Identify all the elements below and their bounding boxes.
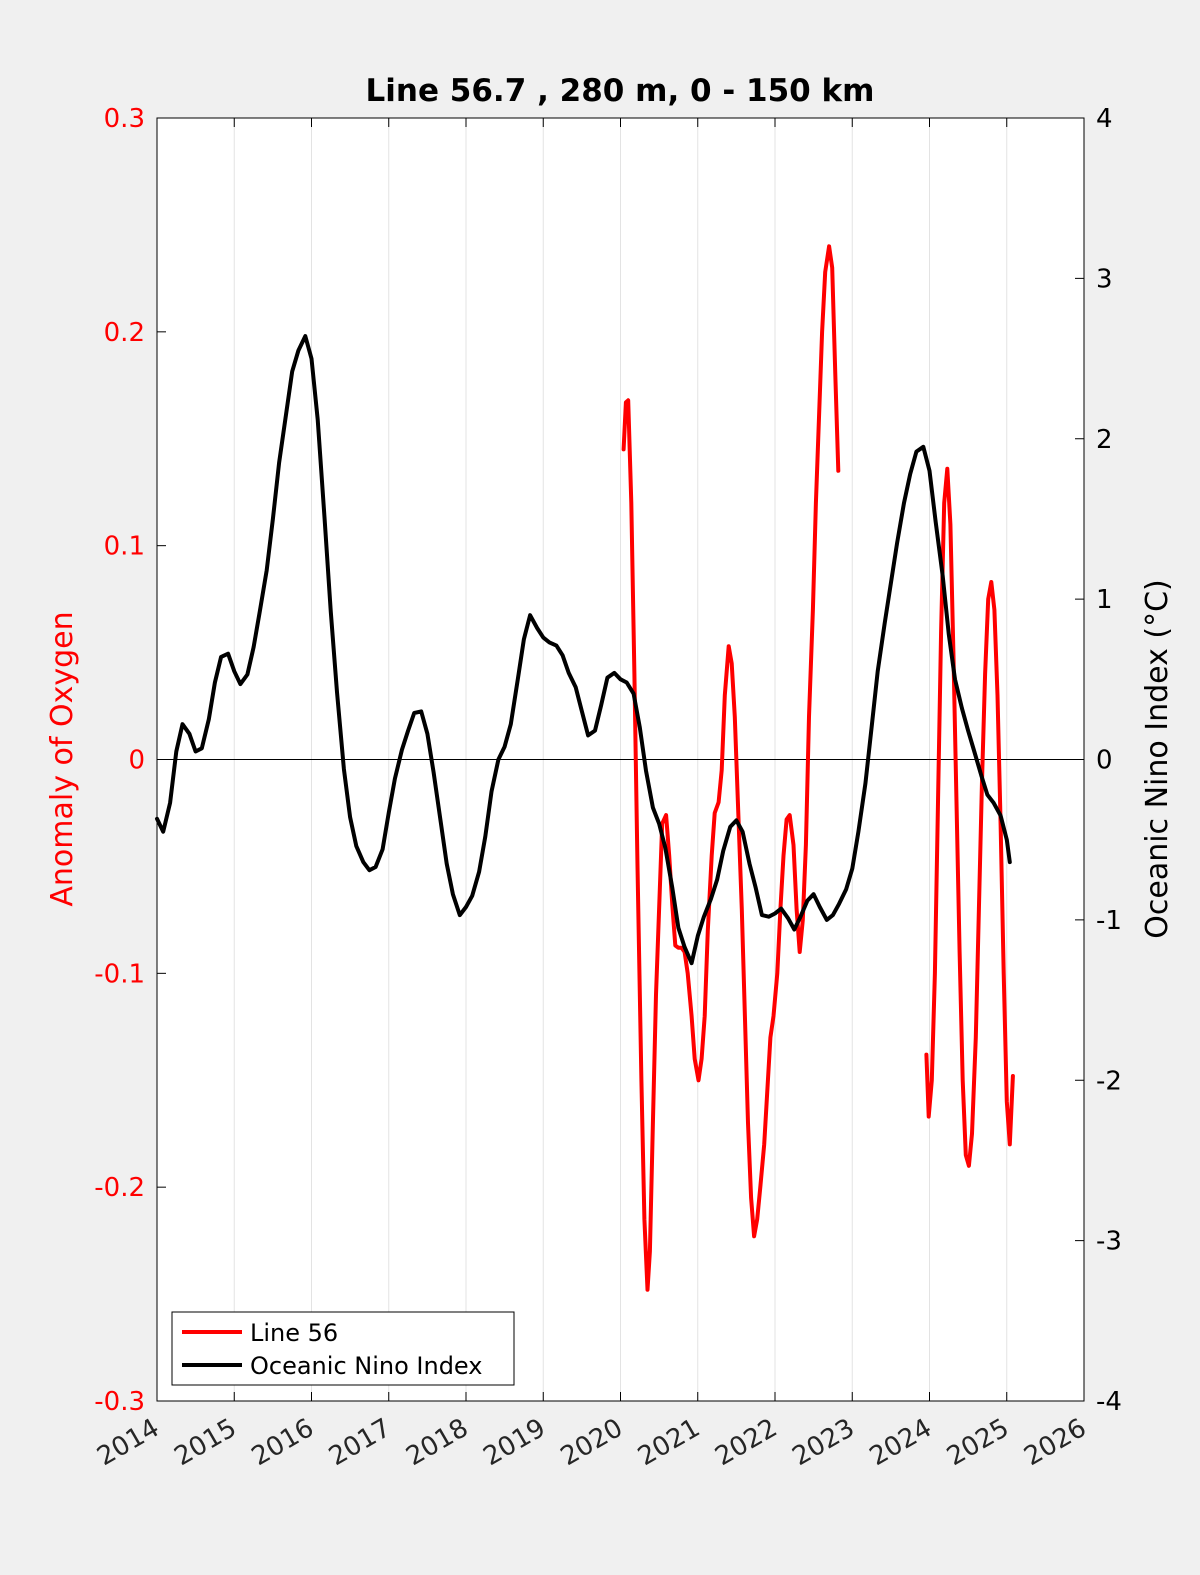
legend-box — [171, 1311, 515, 1386]
y2-tick-label: -4 — [1096, 1387, 1122, 1417]
y-axis-left: -0.3 -0.2 -0.1 0 0.1 0.2 0.3 — [94, 104, 166, 1417]
y-axis-left-title: Anomaly of Oxygen — [45, 611, 80, 906]
y-tick-label: -0.2 — [94, 1173, 145, 1203]
x-tick-label: 2015 — [169, 1413, 241, 1472]
y-tick-label: 0.3 — [104, 104, 145, 134]
oni-series-line — [155, 334, 1012, 966]
y2-tick-label: 3 — [1096, 264, 1113, 294]
x-tick-label: 2023 — [787, 1413, 859, 1472]
legend-label-line56: Line 56 — [250, 1319, 338, 1347]
x-tick-label: 2016 — [247, 1413, 319, 1472]
y2-tick-label: -2 — [1096, 1066, 1122, 1096]
x-tick-label: 2018 — [401, 1413, 473, 1472]
series-layer — [155, 244, 1015, 1292]
y2-tick-label: 4 — [1096, 104, 1113, 134]
y-axis-right: -4 -3 -2 -1 0 1 2 3 4 — [1075, 104, 1122, 1417]
x-tick-label: 2025 — [942, 1413, 1014, 1472]
y2-tick-label: -1 — [1096, 906, 1122, 936]
legend: Line 56 Oceanic Nino Index — [171, 1311, 515, 1386]
y2-tick-label: 2 — [1096, 425, 1113, 455]
x-tick-label: 2024 — [865, 1413, 937, 1472]
y2-tick-label: -3 — [1096, 1227, 1122, 1257]
y-tick-label: 0.2 — [104, 318, 145, 348]
x-tick-label: 2020 — [556, 1413, 628, 1472]
line56-series-line — [621, 244, 841, 1292]
x-tick-label: 2021 — [633, 1413, 705, 1472]
x-tick-label: 2017 — [324, 1413, 396, 1472]
x-tick-label: 2026 — [1019, 1413, 1091, 1472]
legend-label-oni: Oceanic Nino Index — [250, 1352, 482, 1380]
y-tick-label: -0.3 — [94, 1387, 145, 1417]
y-tick-label: 0.1 — [104, 532, 145, 562]
chart-title: Line 56.7 , 280 m, 0 - 150 km — [366, 73, 875, 109]
y-axis-right-title: Oceanic Nino Index (°C) — [1140, 579, 1175, 939]
x-tick-label: 2014 — [92, 1413, 164, 1472]
x-tick-label: 2022 — [710, 1413, 782, 1472]
y2-tick-label: 0 — [1096, 746, 1113, 776]
y-tick-label: 0 — [128, 746, 145, 776]
line56-series-line — [924, 466, 1015, 1168]
x-tick-label: 2019 — [478, 1413, 550, 1472]
y-tick-label: -0.1 — [94, 959, 145, 989]
y2-tick-label: 1 — [1096, 585, 1113, 615]
